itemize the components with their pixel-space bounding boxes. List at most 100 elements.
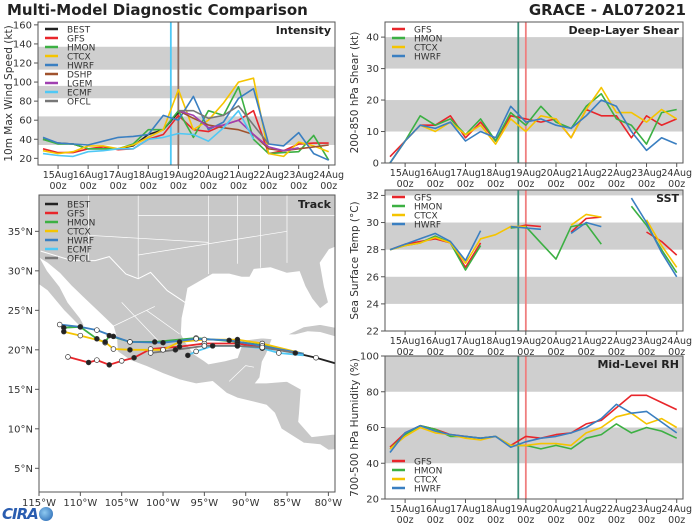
- track-position-marker: [201, 336, 208, 343]
- x-tick-label-day: 17Aug: [450, 336, 481, 347]
- x-tick-label-day: 17Aug: [450, 168, 481, 179]
- y-tick-label: 22: [366, 327, 379, 338]
- border-line: [138, 230, 288, 256]
- series-line-hmon: [389, 93, 677, 164]
- x-tick-label-hour: 00z: [50, 181, 67, 192]
- border-line: [146, 310, 180, 335]
- y-tick-label: 140: [13, 39, 32, 50]
- x-tick-label-day: 20Aug: [541, 168, 572, 179]
- page-title: Multi-Model Diagnostic Comparison: [7, 1, 308, 19]
- track-position-marker: [193, 348, 199, 355]
- x-tick-label-hour: 00z: [457, 179, 474, 190]
- x-tick-label-hour: 00z: [487, 347, 504, 358]
- tracks: [56, 321, 335, 368]
- x-tick-label-day: 23Aug: [631, 336, 662, 347]
- track-position-marker: [56, 321, 63, 328]
- legend-label: HMON: [67, 219, 95, 229]
- x-tick-label-hour: 00z: [487, 179, 504, 190]
- x-tick-label-hour: 00z: [457, 347, 474, 358]
- series-line-gfs: [389, 216, 678, 269]
- border-line: [121, 302, 164, 347]
- legend-label: GFS: [414, 194, 432, 204]
- panel-deep-layer-shear: 01020304015Aug00z16Aug00z17Aug00z18Aug00…: [349, 21, 692, 190]
- x-tick-label-day: 15Aug: [390, 336, 421, 347]
- y-tick-label: 10: [366, 127, 379, 138]
- track-position-marker: [160, 347, 166, 353]
- track-line-ofcl: [150, 345, 296, 354]
- land-cuba: [286, 324, 335, 338]
- x-tick-label-day: 18Aug: [480, 168, 511, 179]
- x-tick-label-hour: 00z: [517, 347, 534, 358]
- y-axis-label: 10m Max Wind Speed (kt): [3, 25, 15, 161]
- legend-label: GFS: [414, 26, 432, 36]
- plot-frame: [384, 355, 684, 500]
- track-line-hwrf: [59, 323, 304, 355]
- y-axis-label: Sea Surface Temp (°C): [349, 201, 361, 319]
- legend-label: HWRF: [67, 62, 94, 72]
- series-line-hmon: [42, 86, 330, 161]
- x-tick-label-day: 22Aug: [601, 168, 632, 179]
- shaded-band: [385, 276, 683, 304]
- series-line-hwrf: [42, 87, 330, 161]
- x-tick-label-day: 23Aug: [283, 170, 314, 181]
- x-tick-label-day: 22Aug: [601, 336, 632, 347]
- y-tick-label: 20: [366, 495, 379, 506]
- track-position-marker: [147, 350, 154, 356]
- legend-label: HMON: [414, 467, 442, 477]
- x-tick-label-day: 20Aug: [541, 336, 572, 347]
- series-line-ecmf: [42, 109, 255, 158]
- series-line-lgem: [178, 109, 299, 152]
- cira-logo-text: CIRA: [2, 505, 39, 523]
- legend-label: HMON: [414, 203, 442, 213]
- x-tick-label-day: 24Aug: [313, 170, 344, 181]
- x-tick-label-day: 22Aug: [253, 170, 284, 181]
- x-tick-label-hour: 00z: [668, 515, 685, 525]
- legend-label: GFS: [414, 458, 432, 468]
- panel-title: Track: [298, 198, 332, 211]
- land-north-america: [39, 195, 335, 451]
- x-tick-label-hour: 00z: [397, 179, 414, 190]
- panel-title: SST: [656, 192, 679, 205]
- track-position-marker: [193, 336, 199, 342]
- legend-label: LGEM: [67, 80, 92, 90]
- y-tick-label: 60: [19, 116, 32, 127]
- series-line-hwrf: [389, 403, 678, 453]
- lat-tick-label: 5°N: [14, 464, 33, 475]
- x-tick-label-hour: 00z: [547, 179, 564, 190]
- lon-tick-label: 105°W: [105, 498, 139, 509]
- plot-frame: [37, 21, 336, 166]
- legend-label: HWRF: [414, 221, 441, 231]
- shaded-band: [38, 85, 335, 99]
- x-tick-label-day: 19Aug: [511, 504, 542, 515]
- legend-label: GFS: [67, 35, 85, 45]
- x-tick-label-day: 17Aug: [450, 504, 481, 515]
- x-tick-label-hour: 00z: [457, 515, 474, 525]
- track-position-marker: [313, 354, 319, 361]
- map-frame: [38, 194, 336, 493]
- legend-label: ECMF: [67, 246, 92, 256]
- track-position-marker: [234, 336, 241, 343]
- x-tick-label-day: 15Aug: [390, 504, 421, 515]
- panel-title: Mid-Level RH: [597, 358, 679, 371]
- x-tick-label-day: 18Aug: [480, 504, 511, 515]
- lat-tick-label: 30°N: [8, 266, 33, 277]
- lon-tick-label: 110°W: [63, 498, 97, 509]
- legend-label: BEST: [67, 201, 91, 211]
- y-tick-label: 30: [366, 64, 379, 75]
- legend-label: ECMF: [67, 89, 92, 99]
- y-tick-label: 100: [13, 78, 32, 89]
- track-position-marker: [61, 328, 67, 335]
- y-tick-label: 100: [360, 352, 379, 363]
- x-tick-label-day: 21Aug: [571, 504, 602, 515]
- lat-tick-label: 10°N: [8, 424, 33, 435]
- x-tick-label-hour: 00z: [140, 181, 157, 192]
- x-tick-label-hour: 00z: [80, 181, 97, 192]
- series-line-hmon: [389, 423, 678, 450]
- lon-tick-label: 90°W: [232, 498, 260, 509]
- panel-mid-level-rh: 2040608010015Aug00z16Aug00z17Aug00z18Aug…: [349, 352, 692, 525]
- shaded-band: [385, 356, 683, 392]
- y-tick-label: 20: [366, 96, 379, 107]
- legend-label: OFCL: [67, 98, 91, 108]
- y-tick-label: 80: [366, 387, 379, 398]
